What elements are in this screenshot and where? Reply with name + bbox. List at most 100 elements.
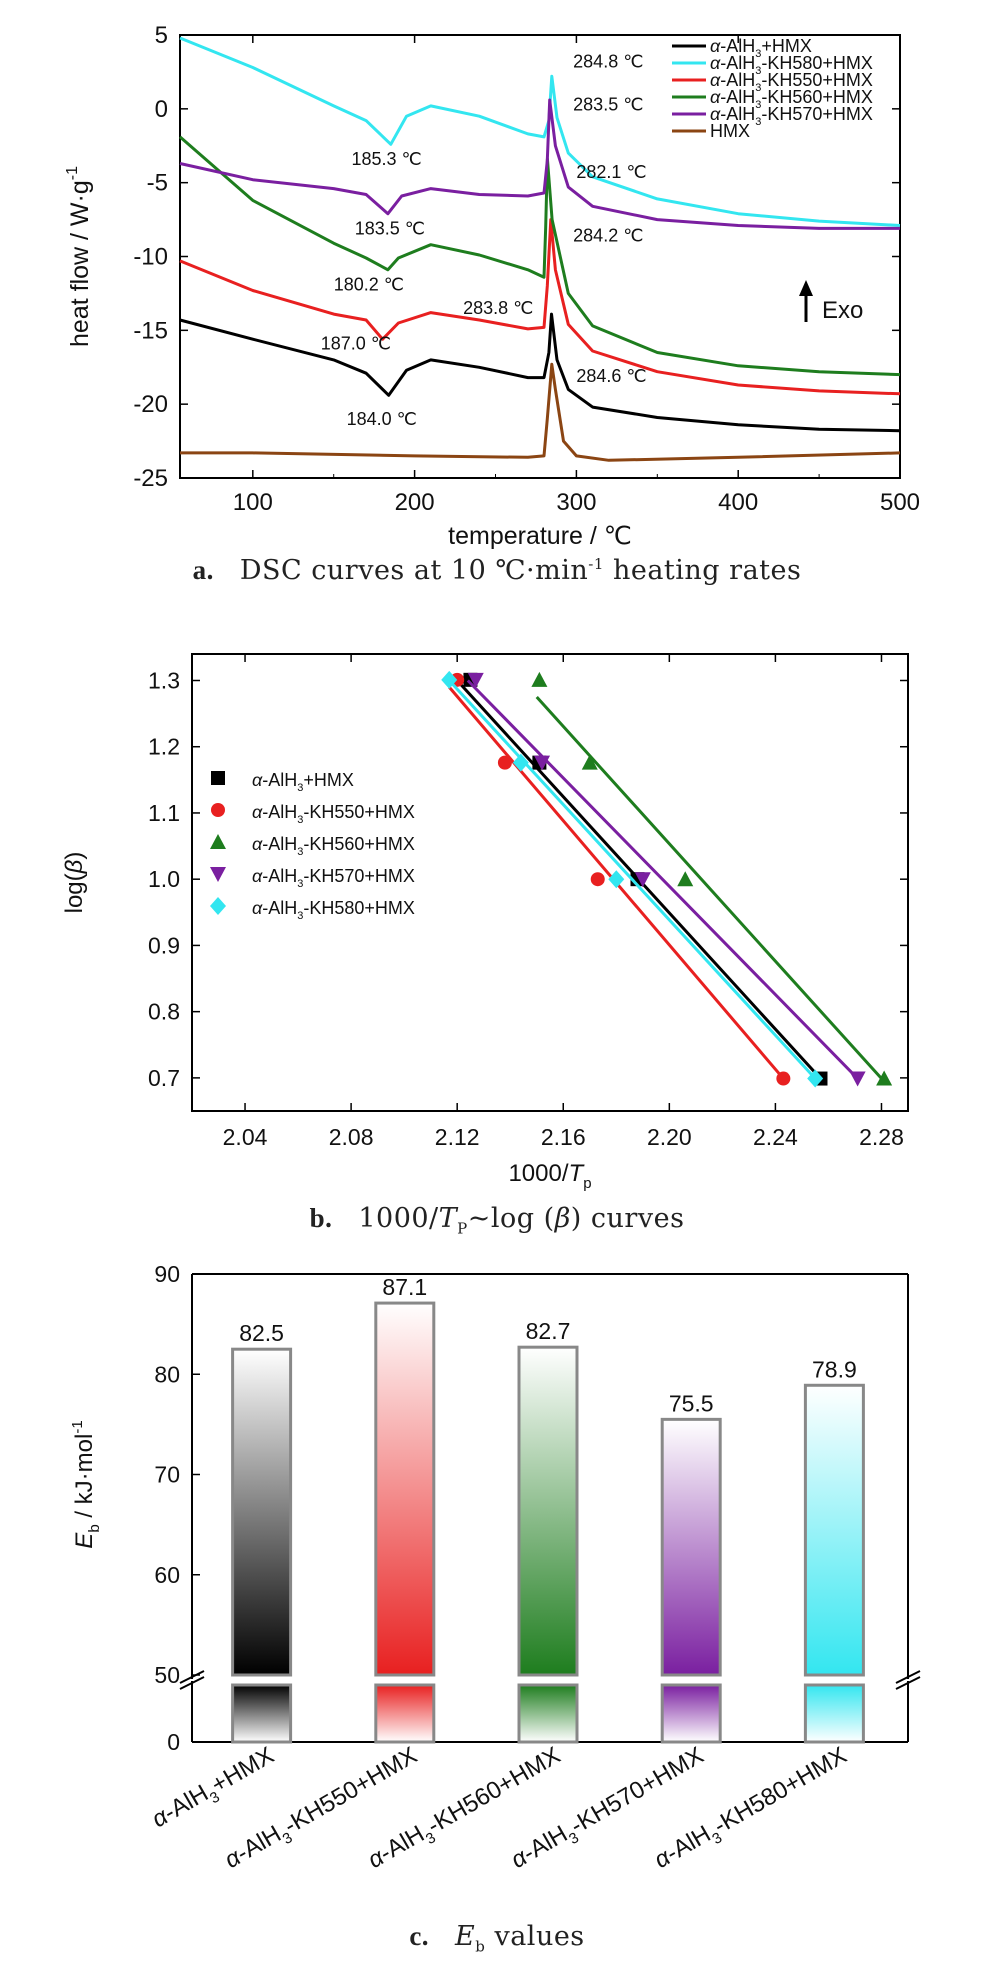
bar-value-label: 82.5 [239,1320,284,1346]
caption-b-italic: T [438,1203,458,1234]
peak-annotation: 185.3 ℃ [352,149,422,169]
caption-c-post: values [485,1921,585,1952]
exo-label: Exo [822,297,863,324]
y-tick-label: 60 [154,1562,180,1588]
plot-frame [191,653,909,1112]
legend-label: α-AlH3​+HMX [710,36,812,60]
bar-lower [517,1683,579,1744]
x-tick-label: 400 [718,489,758,516]
peak-annotation: 184.0 ℃ [347,409,417,429]
y-tick-label: 90 [154,1261,180,1287]
break-right [895,1670,921,1684]
x-axis-label: temperature / ℃ [448,522,632,550]
caption-b-pre: 1000/ [358,1203,439,1234]
fit-line [535,696,883,1080]
peak-annotation: 183.5 ℃ [355,218,425,238]
y-tick-label: 1.2 [148,734,180,760]
break-right [895,1676,921,1690]
x-axis-label: 1000/Tp​ [508,1160,591,1192]
data-point [590,872,605,887]
data-point [210,834,226,849]
bar [374,1301,436,1677]
peak-annotation: 187.0 ℃ [321,334,391,354]
caption-b-beta: β [554,1203,571,1234]
legend-label: α-AlH3​+HMX [252,770,354,794]
bar [231,1347,293,1677]
y-tick-label: 0.7 [148,1065,180,1091]
y-tick-label: 0.9 [148,932,180,958]
peak-annotation: 284.8 ℃ [573,51,643,71]
data-point [531,671,548,687]
legend-label: α-AlH3​-KH570+HMX [710,104,873,128]
bar-value-label: 82.7 [526,1318,571,1344]
peak-annotation: 284.6 ℃ [576,366,646,386]
y-tick-label: -25 [133,465,168,492]
x-tick-label: 2.20 [647,1124,692,1150]
data-point [581,754,598,770]
y-tick-label: -15 [133,317,168,344]
data-point [467,672,484,688]
data-point [608,870,625,889]
break-left [179,1670,205,1684]
data-point [849,1071,866,1087]
data-point [634,872,651,888]
legend-label: α-AlH3​-KH560+HMX [252,834,415,858]
x-tick-label: 2.16 [541,1124,586,1150]
bar-lower [374,1683,436,1744]
data-point [512,753,529,772]
y-tick-label: -10 [133,244,168,271]
y-tick-label: 0 [155,96,168,123]
legend-label: α-AlH3​-KH550+HMX [252,802,415,826]
eb-bar-chart: 0506070809082.5α-AlH3​+HMX87.1α-AlH3​-KH… [69,1261,921,1874]
bar [517,1345,579,1677]
bar-value-label: 75.5 [669,1390,714,1416]
y-tick-label: -20 [133,391,168,418]
data-point [210,867,226,882]
caption-a-post: heating rates [603,555,802,586]
y-tick-label: 50 [154,1662,180,1688]
bar-lower [803,1683,865,1744]
y-axis-label: Eb​ / kJ·mol-1​ [69,1420,103,1548]
x-tick-label: 2.04 [223,1124,268,1150]
data-point [876,1070,893,1086]
caption-b-sub: P [457,1219,468,1238]
legend-label: α-AlH3​-KH580+HMX [710,53,873,77]
y-tick-label: 80 [154,1361,180,1387]
data-point [677,871,694,887]
caption-a-sup: -1 [588,555,604,573]
data-point [807,1069,824,1088]
data-point [210,897,226,915]
caption-b-post: ~log ( [467,1203,555,1234]
caption-c-italic: E [455,1921,476,1952]
peak-annotation: 283.8 ℃ [463,298,533,318]
bar-value-label: 87.1 [382,1274,427,1300]
y-axis-label: heat flow / W·g-1​ [64,166,94,347]
x-tick-label: 100 [233,489,273,516]
peak-annotation: 283.5 ℃ [573,94,643,114]
bar [803,1383,865,1677]
data-point [776,1071,791,1086]
series-line [179,312,901,433]
bar-lower [231,1683,293,1744]
data-point [211,803,225,817]
x-tick-label: 300 [556,489,596,516]
peak-annotation: 284.2 ℃ [573,226,643,246]
exo-arrow-head [799,280,813,296]
series-line [179,98,900,230]
x-tick-label: 2.28 [859,1124,904,1150]
legend-label: HMX [710,121,750,141]
legend-label: α-AlH3​-KH560+HMX [710,87,873,111]
y-tick-label: 70 [154,1462,180,1488]
legend-label: α-AlH3​-KH570+HMX [252,866,415,890]
y-tick-label: 0 [167,1729,180,1755]
series-line [179,218,901,396]
y-tick-label: 5 [155,22,168,49]
y-tick-label: -5 [147,170,168,197]
y-tick-label: 0.8 [148,999,180,1025]
y-tick-label: 1.3 [148,667,180,693]
data-point [534,755,551,771]
caption-c-sub: b [475,1937,486,1956]
y-tick-label: 1.1 [148,800,180,826]
data-point [441,670,458,689]
data-point [211,771,225,785]
